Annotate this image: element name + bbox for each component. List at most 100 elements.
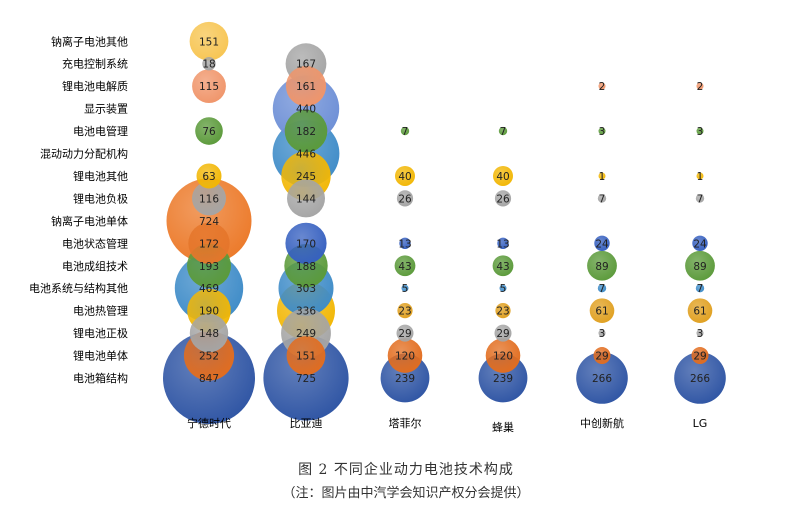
data-label: 61 [595,306,608,318]
data-label: 24 [595,238,609,250]
bubble-point [263,335,349,421]
row-label: 电池系统与结构其他 [29,281,128,295]
data-label: 40 [496,171,509,183]
data-label: 76 [202,126,216,138]
data-label: 3 [697,126,704,138]
data-label: 3 [599,126,606,138]
company-labels: 宁德时代 比亚迪 塔菲尔 蜂巢 中创新航 LG [187,416,707,434]
data-label: 336 [296,306,316,318]
data-label: 63 [202,171,215,183]
row-label: 电池热管理 [73,304,128,318]
row-label: 钠离子电池其他 [51,34,128,48]
bubble-point [485,338,521,373]
bubble-point [400,126,410,136]
data-label: 18 [202,59,215,71]
data-label: 115 [199,81,219,93]
data-label: 23 [398,306,411,318]
figure-caption: 图 2 不同企业动力电池技术构成 [298,462,514,478]
bubble-point [593,347,611,365]
bubble-point [494,324,512,342]
company-label: LG [693,417,708,430]
data-label: 2 [599,81,606,93]
data-label: 2 [697,81,704,93]
row-label: 锂电池负极 [73,191,128,205]
bubble-point [499,284,507,292]
bubble-point [195,117,223,145]
row-label: 锂电池电解质 [62,79,128,93]
bubble-point [594,235,610,251]
bubble-point [189,21,229,61]
bubble-point [284,109,328,153]
row-label: 钠离子电池单体 [51,214,128,228]
data-label: 3 [599,328,606,340]
bubbles-layer [163,21,726,424]
data-label: 182 [296,126,316,138]
bubble-point [396,324,414,342]
data-label: 29 [398,328,411,340]
data-label: 172 [199,238,219,250]
row-label: 电池箱结构 [73,371,128,385]
data-label: 188 [296,261,316,273]
bubble-point [494,190,512,207]
company-label: 塔菲尔 [389,417,422,430]
bubble-point [285,222,327,264]
bubble-point [696,172,704,180]
bubble-point [495,303,511,319]
data-label: 23 [496,306,509,318]
data-label: 29 [595,351,608,363]
data-label: 161 [296,81,316,93]
bubble-point [587,250,617,281]
bubble-point [597,284,607,293]
data-label: 116 [199,193,219,205]
bubble-point [401,284,409,292]
row-label: 充电控制系统 [62,57,128,71]
row-label: 锂电池其他 [73,169,128,183]
bubble-point [192,181,226,216]
data-label: 252 [199,351,219,363]
bubble-point [192,69,226,104]
data-label: 29 [496,328,509,340]
data-label: 5 [402,283,409,295]
bubble-point [492,255,514,277]
data-label: 43 [398,261,411,273]
bubble-point [287,179,325,218]
bubble-point [692,235,708,251]
bubble-point [696,329,704,337]
data-label: 7 [697,193,704,205]
data-label: 148 [199,328,219,340]
row-label: 电池成组技术 [62,259,128,273]
data-label: 266 [592,373,612,385]
data-label: 847 [199,373,219,385]
data-label: 170 [296,238,316,250]
data-label: 7 [500,126,507,138]
data-label: 469 [199,283,219,295]
data-label: 120 [395,351,415,363]
data-label: 5 [500,283,507,295]
row-label: 锂电池正极 [73,326,128,340]
data-label: 1 [697,171,704,183]
bubble-point [387,338,423,373]
bubble-point [696,82,704,90]
bubble-point [397,303,413,319]
bubble-point [696,127,704,135]
data-label: 7 [599,193,606,205]
data-label: 167 [296,59,316,71]
bubble-point [598,329,606,337]
bubble-point [394,255,416,277]
bubble-point [395,165,415,186]
data-label: 7 [599,283,606,295]
bubble-point [695,194,705,203]
bubble-point [399,237,411,249]
data-label: 303 [296,283,316,295]
data-label: 239 [395,373,415,385]
row-label: 混动动力分配机构 [40,147,128,161]
row-label: 锂电池单体 [73,349,128,363]
data-label: 120 [493,351,513,363]
bubble-point [188,222,230,264]
data-label: 89 [595,261,608,273]
bubble-point [598,82,606,90]
data-label: 1 [599,171,606,183]
data-label: 239 [493,373,513,385]
data-label: 89 [693,261,706,273]
